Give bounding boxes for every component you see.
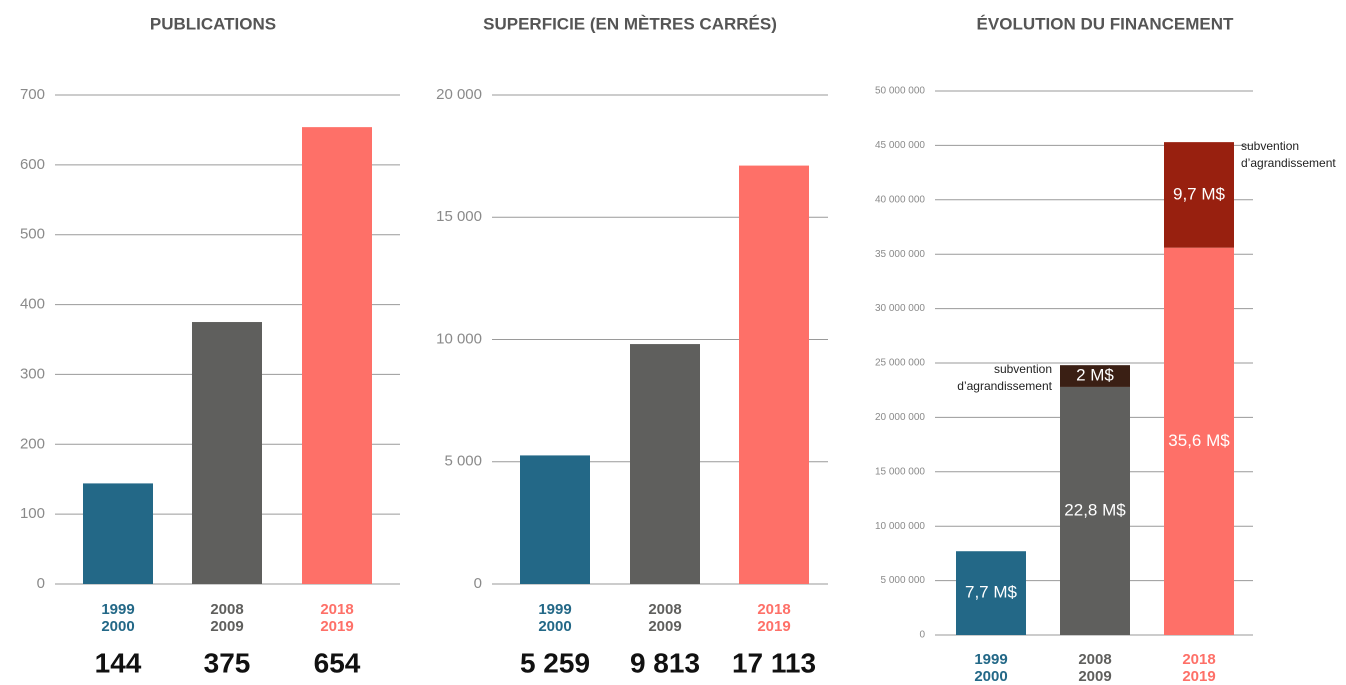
y-tick-label: 25 000 000 [875,358,925,369]
chart-title: ÉVOLUTION DU FINANCEMENT [977,14,1235,33]
x-tick-label: 2000 [538,618,571,635]
y-tick-label: 45 000 000 [875,140,925,151]
value-label: 375 [204,647,251,678]
x-tick-label: 2019 [1182,668,1215,685]
x-tick-label: 2018 [1182,651,1215,668]
y-tick-label: 400 [20,296,45,313]
bar-segment [1164,247,1234,635]
chart-title: PUBLICATIONS [150,14,276,33]
value-label: 654 [314,647,361,678]
y-tick-label: 100 [20,505,45,522]
value-label: 9 813 [630,647,700,678]
y-tick-label: 200 [20,435,45,452]
x-tick-label: 1999 [538,601,571,618]
bar [739,165,809,584]
segment-label: 35,6 M$ [1168,431,1230,450]
bar-segment [1060,386,1130,635]
segment-label: 9,7 M$ [1173,184,1226,203]
segment-label: 7,7 M$ [965,583,1018,602]
y-tick-label: 10 000 [436,330,482,347]
annotation-line: subvention [1241,139,1299,153]
y-tick-label: 0 [37,575,45,592]
y-tick-label: 20 000 [436,86,482,103]
x-tick-label: 2009 [648,618,681,635]
y-tick-label: 0 [474,575,482,592]
x-tick-label: 2000 [101,618,134,635]
y-tick-label: 20 000 000 [875,412,925,423]
y-tick-label: 15 000 [436,208,482,225]
x-tick-label: 2018 [757,601,790,618]
x-tick-label: 2008 [210,601,243,618]
value-label: 144 [95,647,142,678]
x-tick-label: 2018 [320,601,353,618]
y-tick-label: 50 000 000 [875,86,925,97]
annotation: subvention d’agrandissement [1241,139,1336,170]
y-tick-label: 300 [20,365,45,382]
x-tick-label: 2009 [1078,668,1111,685]
value-label: 17 113 [732,647,816,678]
x-tick-label: 2008 [648,601,681,618]
annotation-line: d’agrandissement [957,379,1052,393]
y-tick-label: 30 000 000 [875,303,925,314]
y-tick-label: 35 000 000 [875,249,925,260]
x-tick-label: 2019 [757,618,790,635]
bar [520,455,590,584]
x-tick-label: 2000 [974,668,1007,685]
chart-title: SUPERFICIE (EN MÈTRES CARRÉS) [483,14,777,33]
annotation-line: d’agrandissement [1241,156,1336,170]
x-tick-label: 2008 [1078,651,1111,668]
x-tick-label: 2009 [210,618,243,635]
segment-label: 2 M$ [1076,366,1114,385]
y-tick-label: 600 [20,156,45,173]
annotation-line: subvention [994,362,1052,376]
bar-segment [1164,142,1234,248]
y-tick-label: 5 000 000 [881,575,926,586]
y-tick-label: 700 [20,86,45,103]
bar [630,344,700,584]
bar-segment [1060,365,1130,387]
annotation: subvention d’agrandissement [957,362,1052,393]
bar [192,322,262,584]
x-tick-label: 2019 [320,618,353,635]
bar [302,127,372,585]
y-tick-label: 10 000 000 [875,521,925,532]
x-tick-label: 1999 [974,651,1007,668]
y-tick-label: 500 [20,226,45,243]
y-tick-label: 15 000 000 [875,466,925,477]
y-tick-label: 40 000 000 [875,194,925,205]
bar [83,483,153,584]
value-label: 5 259 [520,647,590,678]
bar-segment [956,551,1026,635]
y-tick-label: 0 [919,630,925,641]
x-tick-label: 1999 [101,601,134,618]
segment-label: 22,8 M$ [1064,500,1126,519]
y-tick-label: 5 000 [444,453,482,470]
